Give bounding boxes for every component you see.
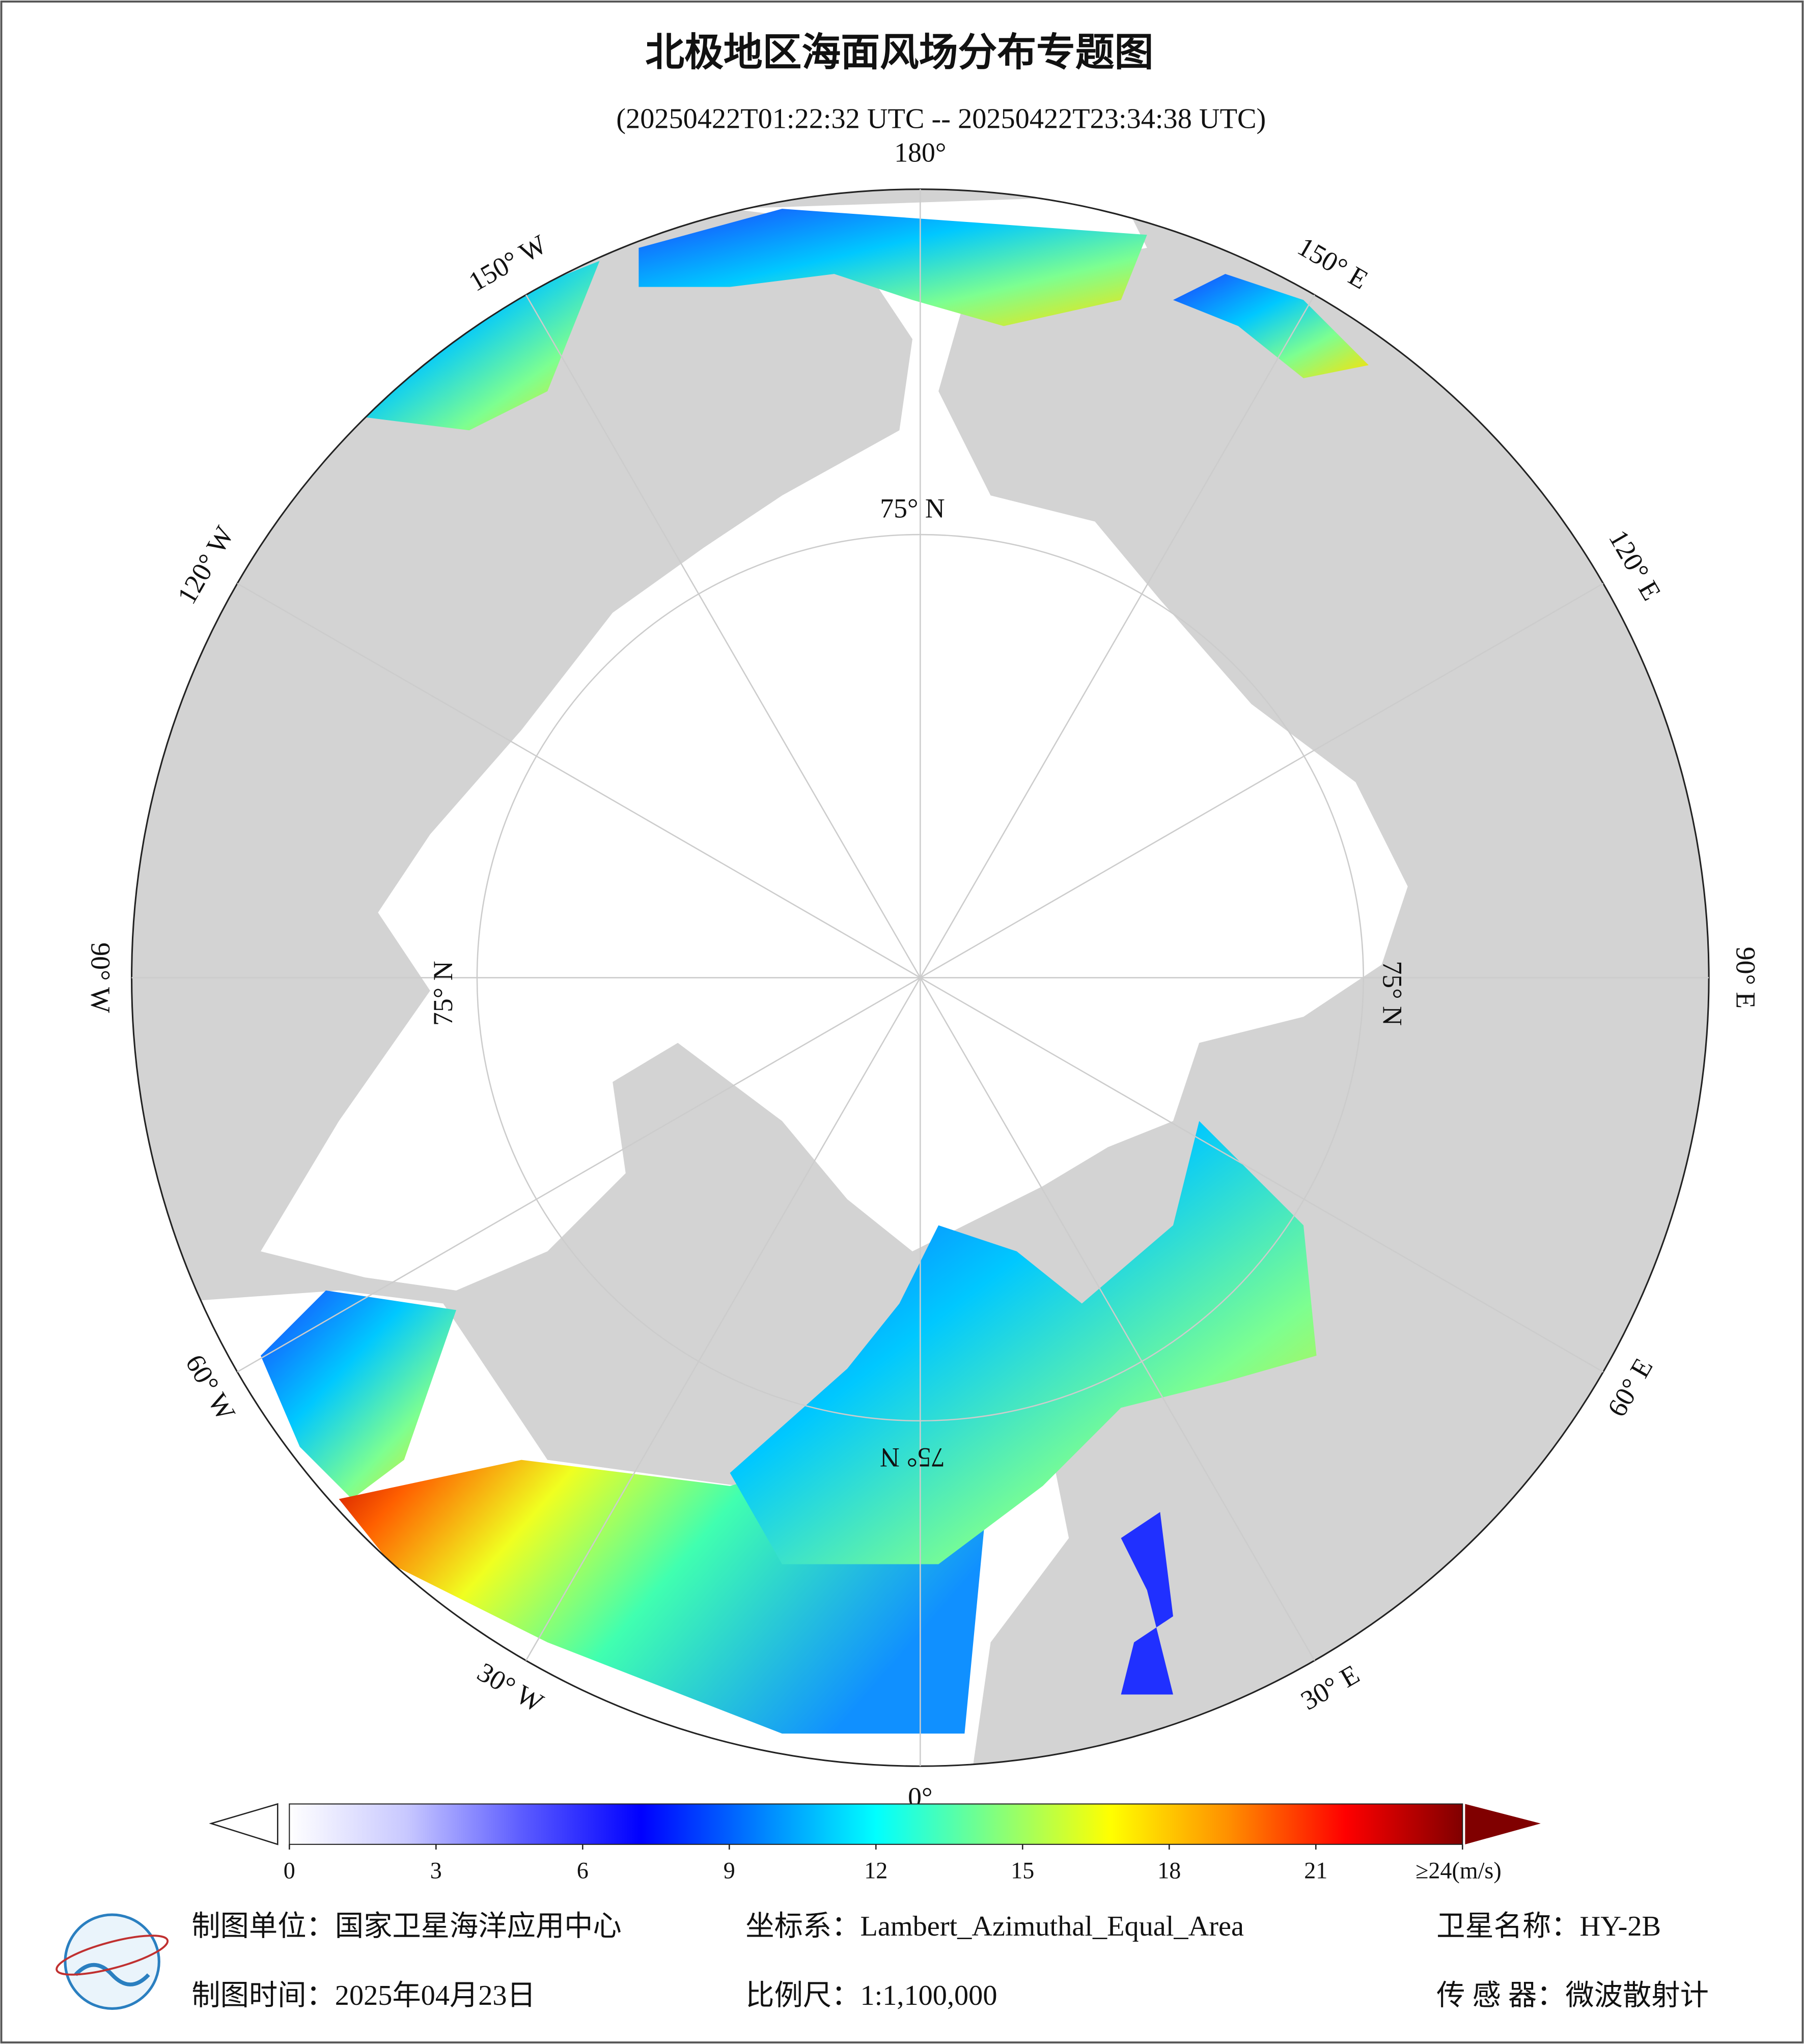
longitude-label: 180°: [894, 137, 946, 167]
latitude-label: 75° N: [1377, 961, 1408, 1026]
footer-scale: 比例尺：1:1,100,000: [745, 1980, 997, 2011]
logo-wave: [74, 1963, 150, 1986]
meridian: [920, 977, 1604, 1373]
colorbar-tick-label: ≥24(m/s): [1416, 1858, 1502, 1884]
logo-orbit: [55, 1935, 169, 1976]
arctic-ocean: [260, 195, 1408, 1291]
wind-patch: [1173, 274, 1369, 378]
meridian: [525, 294, 921, 978]
latitude-label: 75° N: [428, 961, 458, 1025]
meridian: [920, 294, 1315, 978]
wind-patch: [639, 209, 1147, 326]
colorbar-tick-label: 0: [284, 1858, 295, 1884]
colorbar-tick-label: 18: [1157, 1858, 1181, 1884]
colorbar-scale: [289, 1803, 1463, 1845]
longitude-label: 90° W: [86, 942, 116, 1013]
meridian: [920, 977, 1315, 1661]
footer-unit: 制图单位：国家卫星海洋应用中心: [191, 1911, 621, 1942]
logo-ring: [64, 1913, 160, 2010]
latitude-label: 75° N: [880, 1442, 945, 1473]
meridian: [237, 582, 921, 978]
title: 北极地区海面风场分布专题图: [645, 30, 1153, 75]
wind-patch: [365, 261, 600, 431]
meridian: [525, 977, 921, 1661]
colorbar-tick-label: 21: [1304, 1858, 1327, 1884]
subtitle: (20250422T01:22:32 UTC -- 20250422T23:34…: [616, 103, 1266, 134]
footer-projection: 坐标系：Lambert_Azimuthal_Equal_Area: [745, 1911, 1244, 1942]
logo: [55, 1913, 169, 2010]
colorbar-over: [1465, 1804, 1541, 1844]
meridian: [237, 977, 921, 1373]
latitude-label: 75° N: [880, 493, 945, 523]
meridian: [920, 582, 1604, 978]
wind-patch: [260, 1290, 456, 1499]
colorbar-tick-label: 3: [430, 1858, 442, 1884]
footer-sensor: 传 感 器：微波散射计: [1436, 1980, 1709, 2011]
footer-satellite: 卫星名称：HY-2B: [1436, 1911, 1661, 1942]
footer-date: 制图时间：2025年04月23日: [191, 1980, 536, 2011]
colorbar: 0 3 6 9 12 15 18 21 ≥24(m/s): [209, 1803, 1541, 1884]
colorbar-tick-label: 6: [577, 1858, 589, 1884]
colorbar-under: [209, 1803, 279, 1845]
wind-patch: [1121, 1512, 1173, 1695]
longitude-label: 90° E: [1730, 947, 1761, 1009]
colorbar-tick-label: 9: [724, 1858, 735, 1884]
colorbar-tick-label: 15: [1011, 1858, 1034, 1884]
wind-patch: [730, 1121, 1317, 1564]
colorbar-tick-label: 12: [864, 1858, 887, 1884]
